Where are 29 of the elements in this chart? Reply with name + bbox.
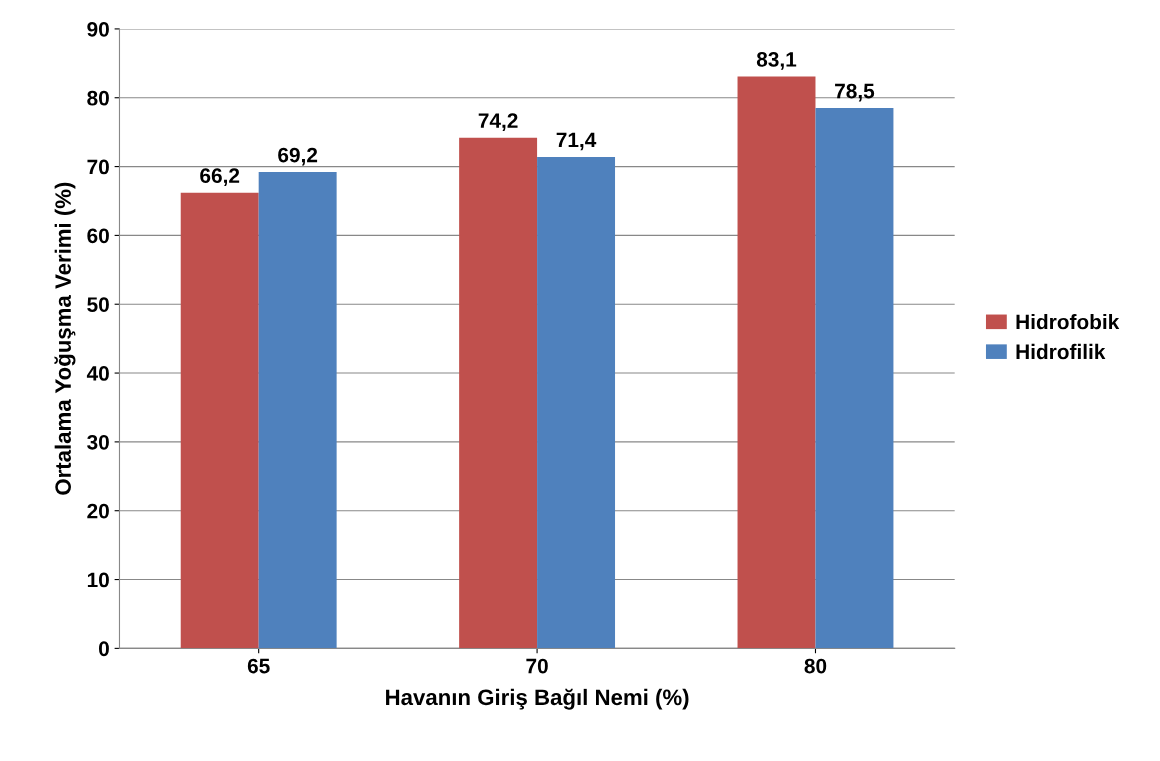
x-tick-label: 65: [247, 658, 270, 674]
y-tick-label: 40: [86, 366, 109, 381]
y-tick-label: 20: [87, 503, 109, 519]
legend-label: Hidrofobik: [1016, 314, 1120, 330]
x-tick-label: 80: [804, 658, 827, 674]
bar: [180, 192, 259, 649]
data-label: 69,2: [278, 147, 318, 166]
y-tick-label: 0: [99, 641, 109, 657]
y-tick-label: 30: [87, 434, 109, 450]
y-tick-label: 70: [87, 159, 109, 175]
bar: [815, 108, 894, 649]
bar: [258, 172, 337, 649]
data-label: 78,5: [835, 83, 875, 102]
x-axis-title: Havanın Giriş Bağıl Nemi (%): [386, 688, 689, 710]
data-label: 83,1: [756, 51, 797, 70]
y-tick-label: 60: [87, 228, 109, 244]
legend-label: Hidrofilik: [1016, 343, 1106, 360]
bar: [459, 137, 538, 649]
data-label: 66,2: [200, 168, 240, 187]
y-axis-title: Ortalama Yoğuşma Verimi (%): [54, 182, 76, 495]
bar: [537, 156, 616, 649]
y-tick-label: 50: [87, 297, 109, 312]
x-tick-label: 70: [526, 658, 548, 674]
y-tick-label: 10: [87, 572, 109, 588]
data-label: 71,4: [556, 132, 597, 151]
y-tick-label: 90: [87, 21, 109, 37]
y-tick-label: 80: [87, 90, 109, 106]
data-label: 74,2: [478, 113, 518, 132]
bar: [737, 76, 816, 649]
